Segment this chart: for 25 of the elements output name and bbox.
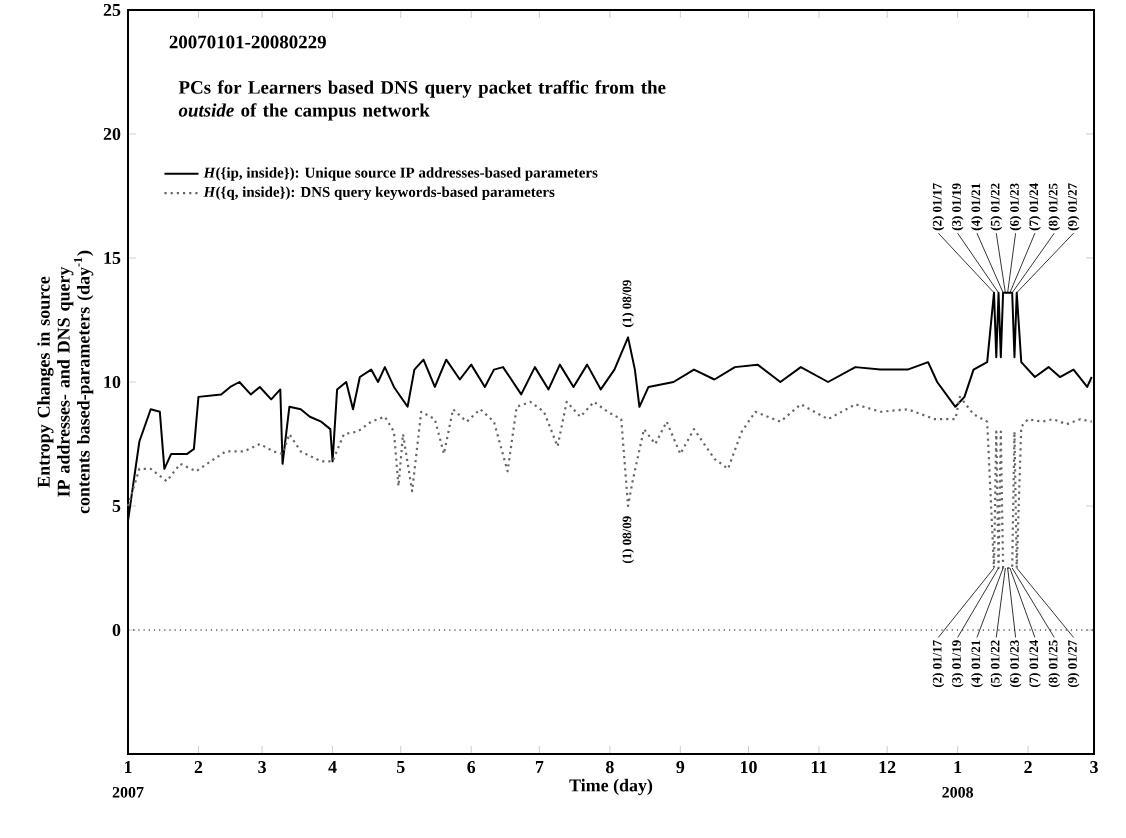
x-tick-label: 12 — [879, 761, 896, 773]
x-tick-label: 3 — [1090, 761, 1098, 774]
y-tick-label: 25 — [103, 3, 121, 17]
y-tick-label: 5 — [112, 500, 121, 512]
y-axis-title: Entropy Changes in source IP addresses- and DNS query contents based-parameters (day$^{-1}$) — [37, 250, 94, 514]
y-tick-label: 15 — [104, 251, 121, 265]
x-tick-label: 3 — [258, 761, 266, 774]
x-axis-title: Time (day) — [569, 778, 653, 796]
x-tick-label: 4 — [328, 761, 337, 773]
x-tick-label: 6 — [467, 761, 476, 774]
y-tick-label: 10 — [104, 375, 121, 389]
x-tick-label: 2 — [194, 761, 203, 773]
x-tick-label: 8 — [605, 761, 614, 774]
text: PCs for Learners based DNS query packet traffic from the outside of the campus network — [178, 80, 666, 121]
x-tick-label: 11 — [811, 761, 827, 773]
y-tick-label: 20 — [103, 127, 121, 141]
x-tick-label: 5 — [396, 761, 405, 773]
y-tick-label: 0 — [112, 623, 121, 637]
x-tick-label: 9 — [676, 761, 685, 774]
x-tick-label: 10 — [740, 761, 757, 774]
x-tick-label: 1 — [124, 761, 132, 773]
text: 20070101-20080229 — [169, 35, 326, 49]
x-tick-label: 1 — [954, 761, 962, 773]
x-tick-label: 2 — [1024, 761, 1032, 773]
x-tick-label: 7 — [535, 761, 544, 773]
